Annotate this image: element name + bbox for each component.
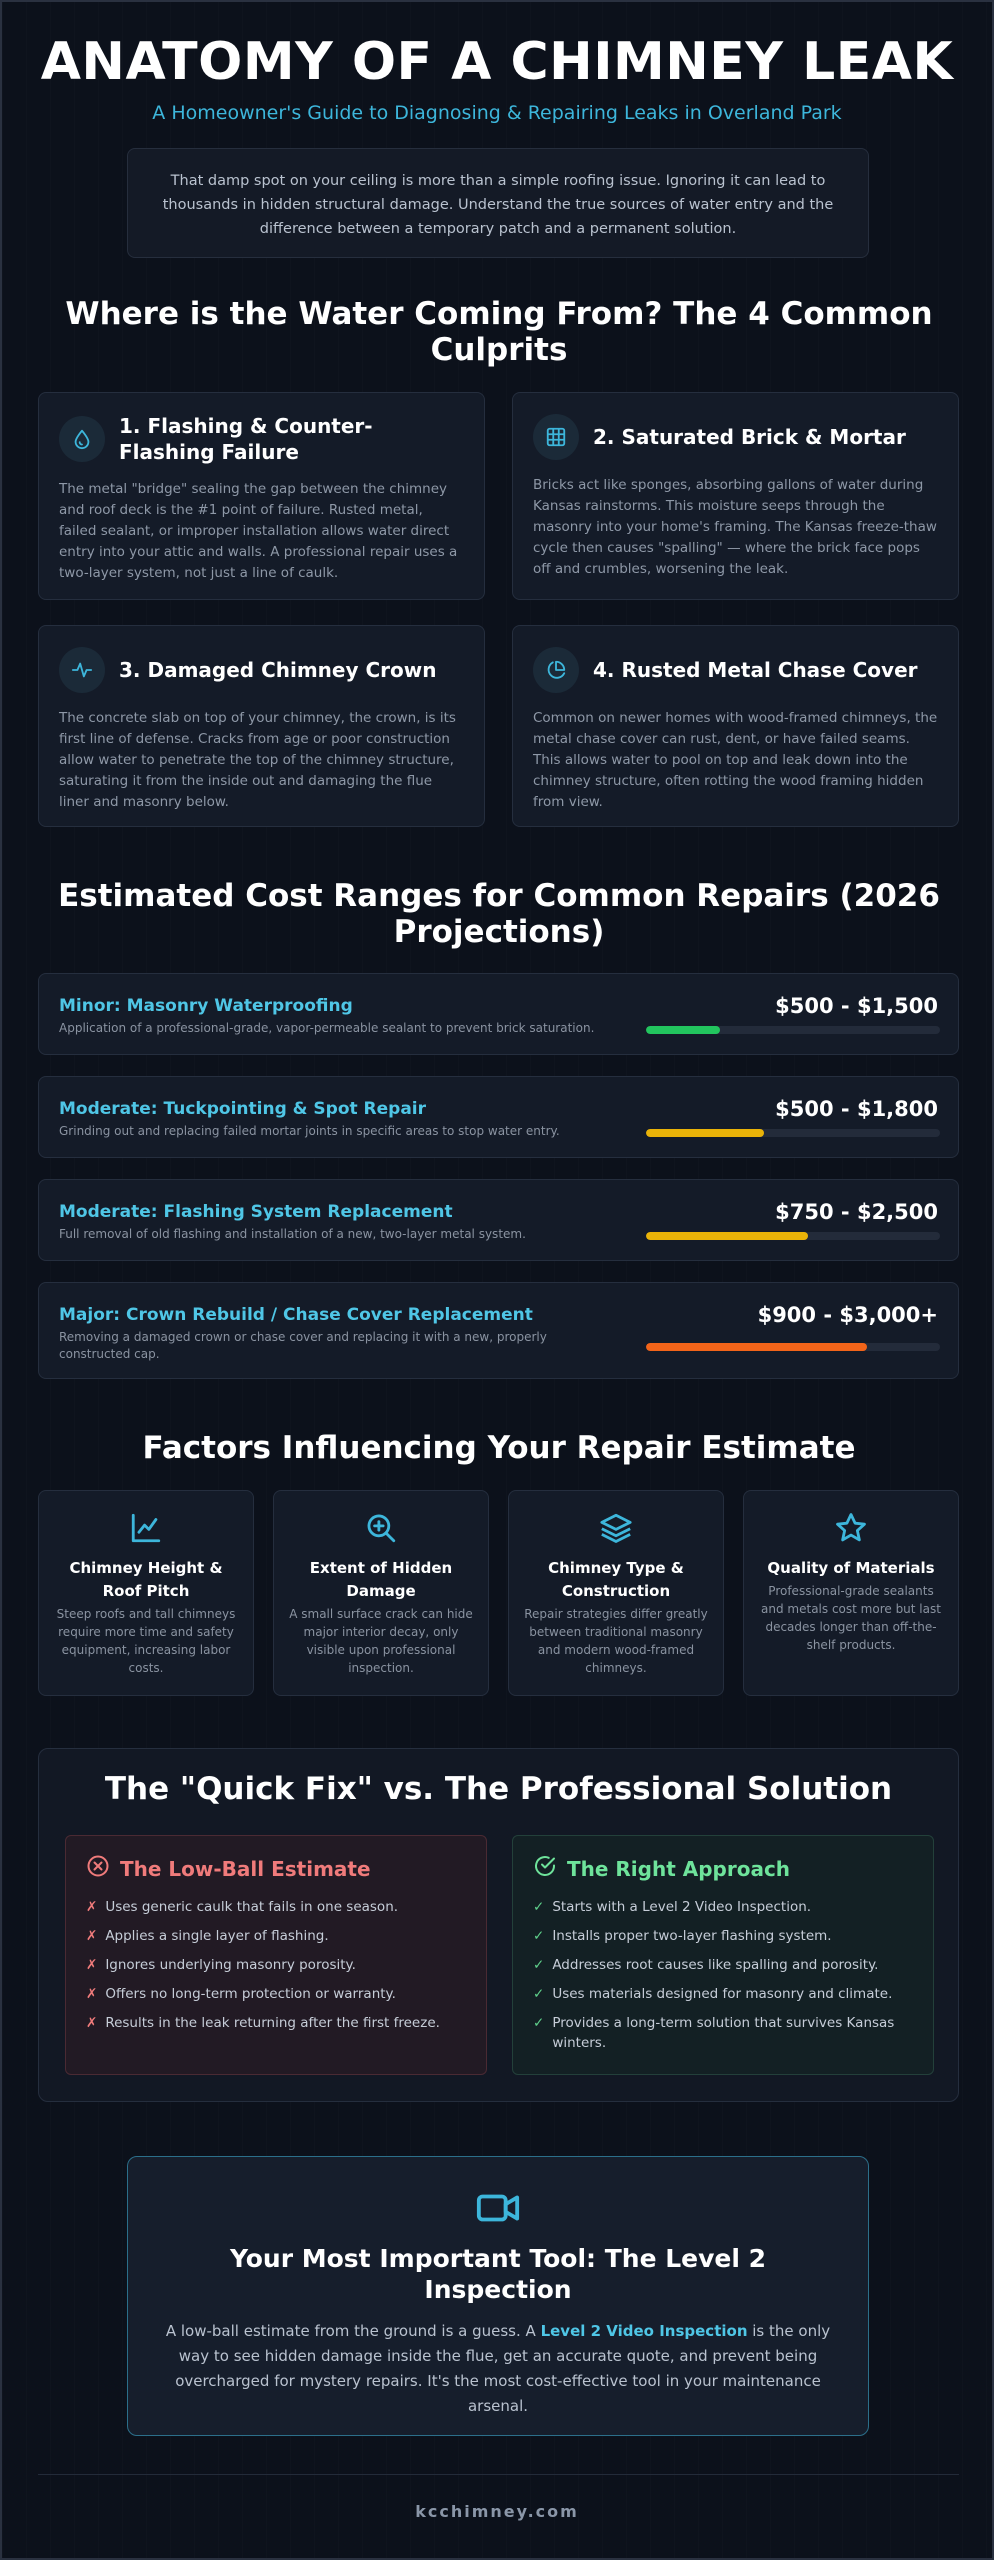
factor-title: Quality of Materials: [767, 1559, 935, 1577]
list-item: ✗ Offers no long-term protection or warra…: [86, 1986, 396, 2002]
inspection-callout: Your Most Important Tool: The Level 2 In…: [127, 2156, 869, 2436]
culprits-title: Where is the Water Coming From? The 4 Co…: [65, 296, 933, 368]
cost-label: Minor: Masonry Waterproofing: [59, 996, 353, 1016]
cost-description: Full removal of old flashing and install…: [59, 1227, 526, 1241]
culprit-text: The concrete slab on top of your chimney…: [59, 710, 456, 810]
pulse-icon: [59, 647, 105, 693]
layers-icon: [523, 1511, 709, 1545]
factors-title: Factors Influencing Your Repair Estimate: [142, 1430, 856, 1466]
factor-title: Chimney Type & Construction: [548, 1559, 684, 1600]
factor-card-height: Chimney Height & Roof Pitch Steep roofs …: [38, 1490, 254, 1696]
inspection-highlight: Level 2 Video Inspection: [540, 2322, 748, 2340]
cost-bar-fill: [646, 1129, 764, 1137]
cost-label: Major: Crown Rebuild / Chase Cover Repla…: [59, 1305, 533, 1325]
cost-label: Moderate: Flashing System Replacement: [59, 1202, 453, 1222]
list-item: ✓ Installs proper two-layer flashing syst…: [533, 1928, 832, 1944]
culprit-title: 3. Damaged Chimney Crown: [119, 658, 437, 682]
cost-price: $500 - $1,800: [775, 1097, 938, 1121]
list-item: ✗ Applies a single layer of flashing.: [86, 1928, 329, 1944]
cost-price: $500 - $1,500: [775, 994, 938, 1018]
page-title: ANATOMY OF A CHIMNEY LEAK: [40, 32, 954, 92]
right-approach-title: The Right Approach: [567, 1856, 791, 1881]
page-subtitle: A Homeowner's Guide to Diagnosing & Repa…: [152, 102, 842, 124]
low-ball-title: The Low-Ball Estimate: [120, 1856, 371, 1881]
cost-label: Moderate: Tuckpointing & Spot Repair: [59, 1099, 427, 1119]
cost-row: Moderate: Tuckpointing & Spot Repair Gri…: [38, 1076, 959, 1158]
list-item: ✓ Starts with a Level 2 Video Inspection.: [533, 1899, 812, 1915]
video-camera-icon: [162, 2185, 834, 2231]
culprit-card-flashing: 1. Flashing & Counter-Flashing Failure T…: [38, 392, 485, 600]
cost-description: Application of a professional-grade, vap…: [59, 1021, 595, 1035]
footer-divider: [38, 2474, 959, 2475]
culprit-text: Common on newer homes with wood-framed c…: [533, 710, 938, 810]
comparison-title: The "Quick Fix" vs. The Professional Sol…: [104, 1771, 893, 1807]
low-ball-list: ✗ Uses generic caulk that fails in one se…: [86, 1897, 466, 2033]
culprit-title: 1. Flashing & Counter-Flashing Failure: [119, 414, 373, 464]
factor-text: Repair strategies differ greatly between…: [524, 1607, 708, 1675]
cost-bar-fill: [646, 1343, 867, 1351]
inspection-title: Your Most Important Tool: The Level 2 In…: [229, 2244, 767, 2304]
water-drop-icon: [59, 416, 105, 462]
culprit-title: 4. Rusted Metal Chase Cover: [593, 658, 918, 682]
cost-bar-fill: [646, 1232, 808, 1240]
right-approach-list: ✓ Starts with a Level 2 Video Inspection.…: [533, 1897, 913, 2053]
star-icon: [758, 1511, 944, 1545]
list-item: ✓ Uses materials designed for masonry and…: [533, 1986, 893, 2002]
right-approach-column: The Right Approach ✓ Starts with a Level …: [512, 1835, 934, 2075]
list-item: ✗ Results in the leak returning after the…: [86, 2015, 440, 2031]
factor-card-hidden-damage: Extent of Hidden Damage A small surface …: [273, 1490, 489, 1696]
culprit-card-brick: 2. Saturated Brick & Mortar Bricks act l…: [512, 392, 959, 600]
factor-title: Chimney Height & Roof Pitch: [69, 1559, 223, 1600]
cost-row: Major: Crown Rebuild / Chase Cover Repla…: [38, 1282, 959, 1379]
cost-description: Grinding out and replacing failed mortar…: [59, 1124, 560, 1138]
factor-text: Steep roofs and tall chimneys require mo…: [56, 1607, 236, 1675]
footer-site: kcchimney.com: [415, 2502, 579, 2521]
cost-bar-track: [646, 1026, 940, 1034]
intro-text: That damp spot on your ceiling is more t…: [162, 173, 834, 237]
zoom-in-icon: [288, 1511, 474, 1545]
brick-grid-icon: [533, 414, 579, 460]
culprit-card-chase-cover: 4. Rusted Metal Chase Cover Common on ne…: [512, 625, 959, 827]
low-ball-column: The Low-Ball Estimate ✗ Uses generic caul…: [65, 1835, 487, 2075]
factor-card-materials: Quality of Materials Professional-grade …: [743, 1490, 959, 1696]
check-circle-icon: [533, 1854, 557, 1883]
cost-price: $750 - $2,500: [775, 1200, 938, 1224]
culprit-card-crown: 3. Damaged Chimney Crown The concrete sl…: [38, 625, 485, 827]
cost-row: Moderate: Flashing System Replacement Fu…: [38, 1179, 959, 1261]
comparison-section: The "Quick Fix" vs. The Professional Sol…: [38, 1748, 959, 2102]
factor-text: A small surface crack can hide major int…: [289, 1607, 473, 1675]
list-item: ✗ Uses generic caulk that fails in one se…: [86, 1899, 399, 1915]
cost-bar-track: [646, 1232, 940, 1240]
intro-box: That damp spot on your ceiling is more t…: [127, 148, 869, 258]
cost-bar-fill: [646, 1026, 720, 1034]
rising-chart-icon: [53, 1511, 239, 1545]
inspection-text: A low-ball estimate from the ground is a…: [165, 2322, 831, 2415]
culprit-text: The metal "bridge" sealing the gap betwe…: [59, 481, 458, 581]
factor-card-chimney-type: Chimney Type & Construction Repair strat…: [508, 1490, 724, 1696]
costs-title: Estimated Cost Ranges for Common Repairs…: [58, 878, 940, 950]
cost-row: Minor: Masonry Waterproofing Application…: [38, 973, 959, 1055]
cost-description: Removing a damaged crown or chase cover …: [59, 1330, 547, 1361]
pie-chart-icon: [533, 647, 579, 693]
cost-price: $900 - $3,000+: [757, 1303, 938, 1327]
cost-bar-track: [646, 1129, 940, 1137]
list-item: ✓ Addresses root causes like spalling and…: [533, 1957, 879, 1973]
list-item: ✓ Provides a long-term solution that surv…: [533, 2015, 895, 2051]
x-circle-icon: [86, 1854, 110, 1883]
culprit-title: 2. Saturated Brick & Mortar: [593, 425, 906, 449]
factor-title: Extent of Hidden Damage: [309, 1559, 453, 1600]
list-item: ✗ Ignores underlying masonry porosity.: [86, 1957, 356, 1973]
cost-bar-track: [646, 1343, 940, 1351]
culprit-text: Bricks act like sponges, absorbing gallo…: [533, 477, 937, 577]
factor-text: Professional-grade sealants and metals c…: [761, 1584, 941, 1652]
